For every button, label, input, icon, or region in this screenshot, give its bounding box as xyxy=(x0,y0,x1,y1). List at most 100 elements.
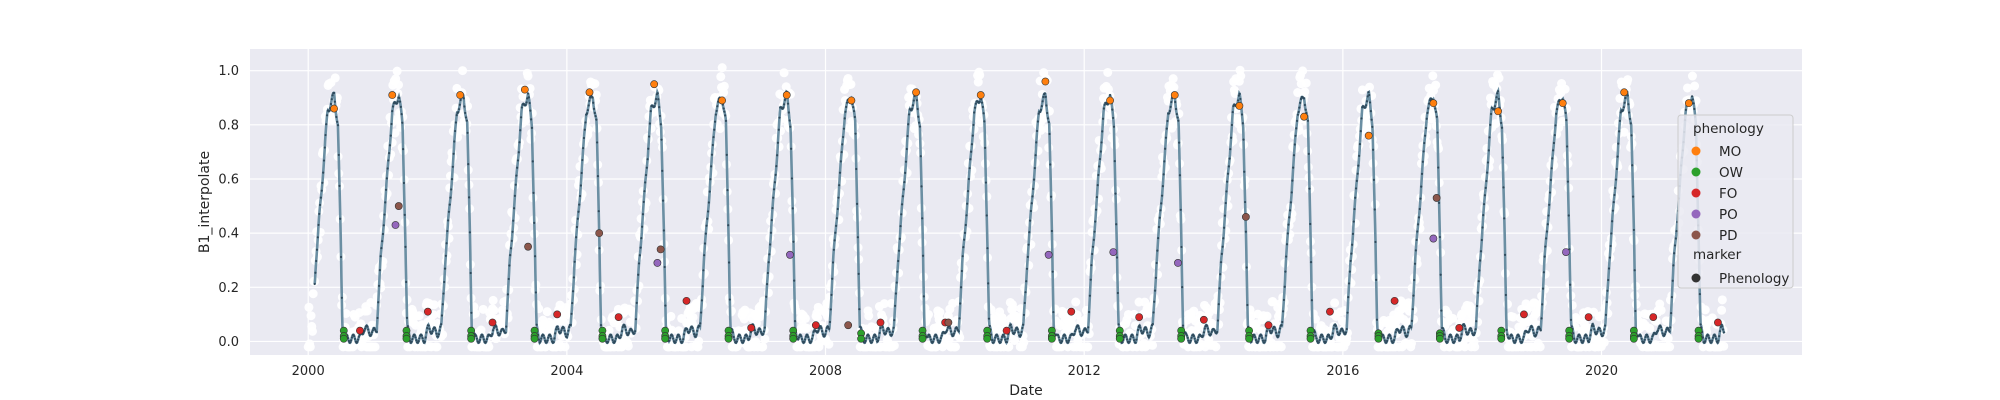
series-dot xyxy=(1514,339,1518,342)
series-dot xyxy=(447,219,450,222)
raw-point xyxy=(813,313,823,323)
series-dot xyxy=(790,177,794,180)
series-dot xyxy=(1497,97,1500,101)
series-dot xyxy=(1684,108,1687,111)
series-dot xyxy=(1608,256,1611,259)
raw-point xyxy=(779,68,789,78)
series-dot xyxy=(869,339,872,343)
series-dot xyxy=(380,247,383,250)
series-dot xyxy=(1448,335,1451,338)
series-dot xyxy=(829,308,832,311)
series-dot xyxy=(635,301,638,304)
series-dot xyxy=(636,286,639,289)
series-dot xyxy=(1049,163,1052,166)
series-dot xyxy=(1261,339,1265,342)
series-dot xyxy=(898,237,901,240)
series-dot xyxy=(1570,325,1573,328)
series-dot xyxy=(775,164,778,168)
series-dot xyxy=(1566,180,1570,183)
series-dot xyxy=(1046,117,1050,120)
series-dot xyxy=(1449,333,1452,337)
series-dot xyxy=(1138,324,1141,327)
series-dot xyxy=(1454,337,1457,340)
series-dot xyxy=(677,333,680,336)
series-dot xyxy=(1424,134,1427,137)
series-dot xyxy=(1578,334,1581,337)
series-dot xyxy=(1224,201,1227,205)
series-dot xyxy=(526,92,530,95)
series-dot xyxy=(682,333,686,336)
series-dot xyxy=(1575,340,1578,343)
series-dot xyxy=(1642,341,1646,344)
series-dot xyxy=(1154,276,1157,279)
series-dot xyxy=(879,326,882,330)
series-dot xyxy=(1442,329,1445,332)
series-dot xyxy=(792,240,795,243)
raw-point xyxy=(717,63,727,73)
series-dot xyxy=(959,302,962,305)
raw-point xyxy=(623,341,633,351)
series-dot xyxy=(539,340,542,343)
series-dot xyxy=(1521,338,1524,341)
series-dot xyxy=(1331,332,1334,335)
series-dot xyxy=(1496,92,1499,95)
series-dot xyxy=(738,334,742,337)
series-dot xyxy=(413,334,416,337)
series-dot xyxy=(1067,339,1071,342)
series-dot xyxy=(863,341,866,344)
series-dot xyxy=(398,100,402,103)
raw-point xyxy=(716,72,726,82)
series-dot xyxy=(1446,340,1449,344)
phenology-point-ow xyxy=(402,334,411,343)
series-dot xyxy=(586,108,589,112)
series-dot xyxy=(1660,329,1663,332)
series-dot xyxy=(962,246,965,249)
series-dot xyxy=(454,121,457,124)
series-dot xyxy=(1386,336,1389,340)
series-dot xyxy=(827,326,830,329)
series-dot xyxy=(1553,133,1556,137)
series-dot xyxy=(609,333,613,337)
series-dot xyxy=(1246,303,1249,307)
series-dot xyxy=(1463,324,1466,328)
series-dot xyxy=(578,203,581,206)
series-dot xyxy=(630,329,634,332)
series-dot xyxy=(1126,338,1129,341)
series-dot xyxy=(1371,125,1374,128)
series-dot xyxy=(1493,105,1497,108)
series-dot xyxy=(1304,108,1307,111)
series-dot xyxy=(1146,334,1150,337)
series-dot xyxy=(1495,96,1498,99)
series-dot xyxy=(388,152,391,155)
series-dot xyxy=(871,339,874,342)
series-dot xyxy=(1050,229,1053,233)
series-dot xyxy=(402,181,406,185)
series-dot xyxy=(1424,126,1427,130)
series-dot xyxy=(440,314,444,317)
series-dot xyxy=(1166,119,1169,123)
raw-point xyxy=(800,313,810,323)
series-dot xyxy=(315,259,318,263)
phenology-point-mo xyxy=(1170,91,1179,99)
series-dot xyxy=(1422,150,1425,153)
series-dot xyxy=(575,236,578,239)
series-dot xyxy=(828,320,832,324)
series-dot xyxy=(949,330,953,333)
legend-swatch-phenology xyxy=(1691,273,1701,283)
series-dot xyxy=(1348,270,1351,273)
series-dot xyxy=(674,341,677,344)
series-dot xyxy=(625,331,628,335)
series-dot xyxy=(499,330,503,333)
series-dot xyxy=(1358,154,1361,157)
series-dot xyxy=(1263,341,1266,344)
series-dot xyxy=(1555,112,1558,115)
series-dot xyxy=(583,128,586,131)
series-dot xyxy=(554,332,557,335)
series-dot xyxy=(686,328,689,331)
series-dot xyxy=(1099,150,1102,153)
series-dot xyxy=(916,107,919,111)
series-dot xyxy=(642,200,645,204)
series-dot xyxy=(509,247,513,250)
series-dot xyxy=(1615,167,1618,171)
series-dot xyxy=(1257,337,1261,340)
